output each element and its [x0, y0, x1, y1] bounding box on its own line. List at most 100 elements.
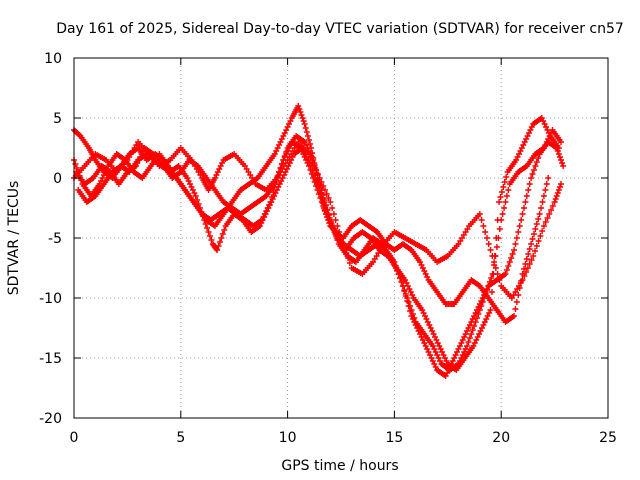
x-axis-title: GPS time / hours [281, 458, 398, 474]
data-point [298, 112, 305, 118]
data-point [552, 196, 559, 202]
data-point [528, 257, 535, 263]
grid-lines [74, 58, 608, 418]
data-point [529, 236, 536, 242]
data-point [202, 221, 209, 227]
data-point [407, 303, 414, 309]
x-tick-label: 0 [70, 430, 79, 446]
data-point [540, 193, 547, 199]
data-point [554, 190, 561, 196]
data-point [322, 203, 329, 209]
data-point [329, 223, 336, 229]
data-point [497, 194, 504, 200]
data-point [556, 154, 563, 160]
data-point [487, 307, 494, 313]
data-point [318, 191, 325, 197]
data-point [321, 187, 328, 193]
data-point [523, 269, 530, 275]
data-points [71, 103, 567, 379]
data-point [398, 279, 405, 285]
data-point [533, 159, 540, 165]
data-point [555, 145, 562, 151]
data-point [487, 247, 494, 253]
data-point [309, 159, 316, 165]
data-point [215, 243, 222, 249]
data-point [206, 233, 213, 239]
data-point [300, 118, 307, 124]
data-point [502, 271, 509, 277]
y-tick-label: -10 [39, 291, 62, 307]
data-point [551, 199, 558, 205]
data-point [490, 271, 497, 277]
data-point [548, 207, 555, 213]
data-point [535, 238, 542, 244]
data-point [325, 195, 332, 201]
data-point [472, 319, 479, 325]
data-point [546, 211, 553, 217]
data-point [73, 165, 80, 171]
data-point [560, 163, 567, 169]
data-point [496, 226, 503, 232]
data-point [332, 231, 339, 237]
data-point [553, 193, 560, 199]
data-point [520, 205, 527, 211]
data-point [496, 199, 503, 205]
y-tick-label: -20 [39, 411, 62, 427]
data-point [483, 235, 490, 241]
data-point [405, 299, 412, 305]
data-point [491, 253, 498, 259]
data-point [533, 221, 540, 227]
data-point [555, 151, 562, 157]
data-point [519, 277, 526, 283]
data-point [537, 233, 544, 239]
data-point [198, 209, 205, 215]
data-point [295, 103, 302, 109]
data-point [466, 335, 473, 341]
data-point [346, 260, 353, 266]
y-tick-label: 10 [44, 51, 62, 67]
data-point [505, 263, 512, 269]
data-point [532, 163, 539, 169]
data-point [310, 171, 317, 177]
data-point [528, 175, 535, 181]
data-point [536, 211, 543, 217]
data-point [312, 175, 319, 181]
data-point [539, 228, 546, 234]
data-point [307, 141, 314, 147]
data-point [299, 115, 306, 121]
data-point [511, 313, 518, 319]
data-point [192, 193, 199, 199]
data-point [345, 255, 352, 261]
data-point [542, 219, 549, 225]
series-track-4 [71, 139, 565, 301]
data-point [218, 235, 225, 241]
data-point [538, 205, 545, 211]
data-point [505, 187, 512, 193]
data-point [558, 181, 565, 187]
data-point [528, 241, 535, 247]
data-point [411, 315, 418, 321]
data-point [516, 223, 523, 229]
series-track-1 [71, 103, 567, 379]
data-point [521, 273, 528, 279]
data-point [498, 189, 505, 195]
data-point [216, 239, 223, 245]
data-point [503, 267, 510, 273]
data-point [539, 199, 546, 205]
data-point [323, 207, 330, 213]
data-point [488, 275, 495, 281]
data-point [500, 184, 507, 190]
data-point [525, 251, 532, 257]
y-tick-label: -15 [39, 351, 62, 367]
data-point [512, 241, 519, 247]
data-point [296, 106, 303, 112]
data-point [492, 265, 499, 271]
series-track-3 [75, 139, 552, 325]
data-point [473, 315, 480, 321]
data-point [485, 283, 492, 289]
data-point [509, 251, 516, 257]
data-point [494, 217, 501, 223]
data-point [513, 235, 520, 241]
data-point [491, 259, 498, 265]
